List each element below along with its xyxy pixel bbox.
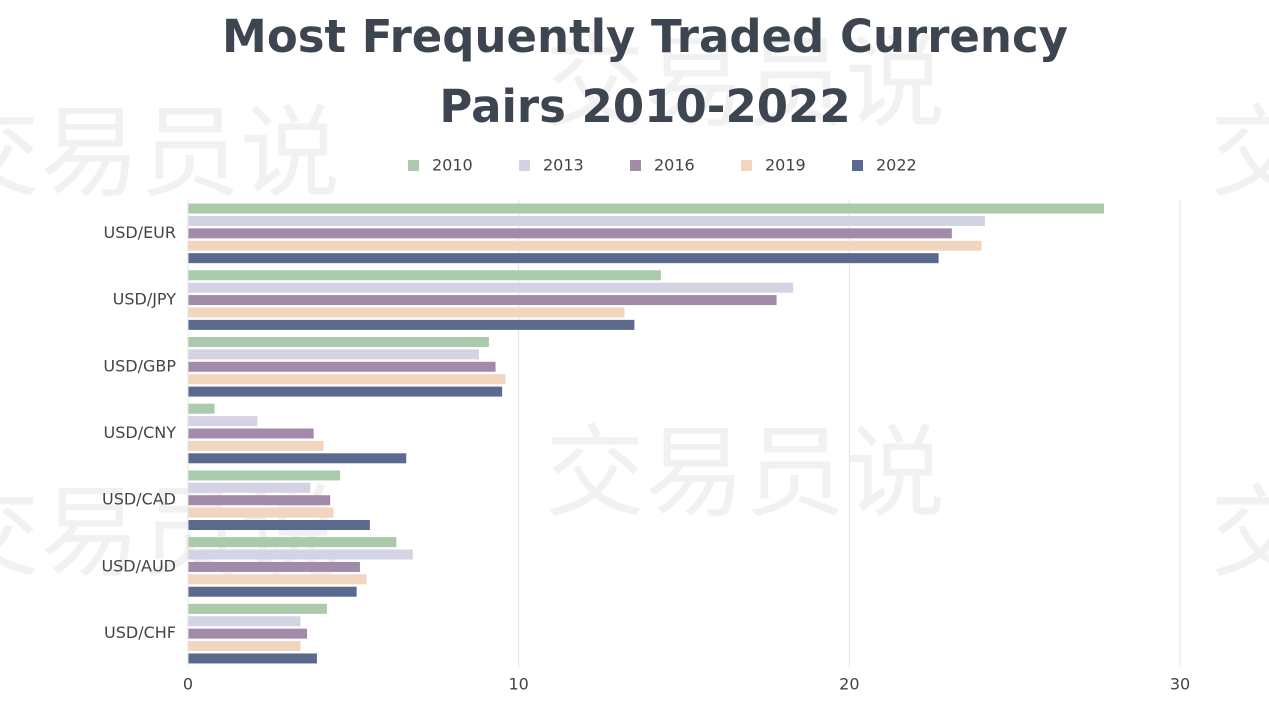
legend-swatch	[852, 160, 863, 171]
watermark: 交易员说	[1210, 94, 1269, 211]
bar	[188, 641, 301, 652]
bar	[188, 270, 661, 281]
bar	[188, 228, 952, 239]
bar	[188, 561, 360, 572]
bar	[188, 440, 324, 451]
bar	[188, 416, 258, 427]
legend-swatch	[630, 160, 641, 171]
bar	[188, 240, 982, 251]
legend-swatch	[741, 160, 752, 171]
bar	[188, 653, 317, 664]
legend-label: 2019	[765, 156, 806, 175]
bar	[188, 295, 777, 306]
bar	[188, 586, 357, 597]
x-tick-label: 20	[839, 675, 859, 694]
bar	[188, 507, 334, 518]
legend-label: 2010	[432, 156, 473, 175]
bar	[188, 549, 413, 560]
y-tick-label: USD/AUD	[101, 556, 176, 575]
bar	[188, 282, 794, 293]
bar	[188, 361, 496, 372]
x-tick-label: 30	[1170, 675, 1190, 694]
bar	[188, 482, 311, 493]
bar	[188, 307, 625, 318]
bar	[188, 495, 331, 506]
watermark: 交易员说	[1210, 474, 1269, 591]
watermark: 交易员说	[545, 24, 945, 141]
x-tick-label: 0	[183, 675, 193, 694]
bar	[188, 470, 341, 481]
bar	[188, 319, 635, 330]
bar	[188, 574, 367, 585]
legend-swatch	[408, 160, 419, 171]
legend-swatch	[519, 160, 530, 171]
bar	[188, 537, 397, 548]
watermark: 交易员说	[545, 414, 945, 531]
x-tick-label: 10	[508, 675, 528, 694]
y-tick-label: USD/EUR	[103, 223, 176, 242]
y-tick-label: USD/GBP	[103, 356, 176, 375]
bar	[188, 336, 489, 347]
y-tick-label: USD/CHF	[104, 623, 176, 642]
legend-label: 2022	[876, 156, 917, 175]
y-tick-label: USD/CNY	[104, 423, 177, 442]
bar	[188, 453, 407, 464]
bar	[188, 215, 985, 226]
bar	[188, 374, 506, 385]
bar	[188, 203, 1104, 214]
legend-label: 2013	[543, 156, 584, 175]
bar	[188, 520, 370, 531]
bar	[188, 386, 503, 397]
y-tick-label: USD/JPY	[113, 290, 177, 309]
bar	[188, 349, 479, 360]
bar	[188, 403, 215, 414]
bar	[188, 628, 308, 639]
y-tick-label: USD/CAD	[102, 490, 176, 509]
legend-label: 2016	[654, 156, 695, 175]
watermark: 交易员说	[0, 94, 340, 211]
bar	[188, 428, 314, 439]
bar	[188, 616, 301, 627]
bar	[188, 603, 327, 614]
chart-title: Most Frequently Traded Currency Pairs 20…	[222, 10, 1068, 133]
bar	[188, 253, 939, 264]
